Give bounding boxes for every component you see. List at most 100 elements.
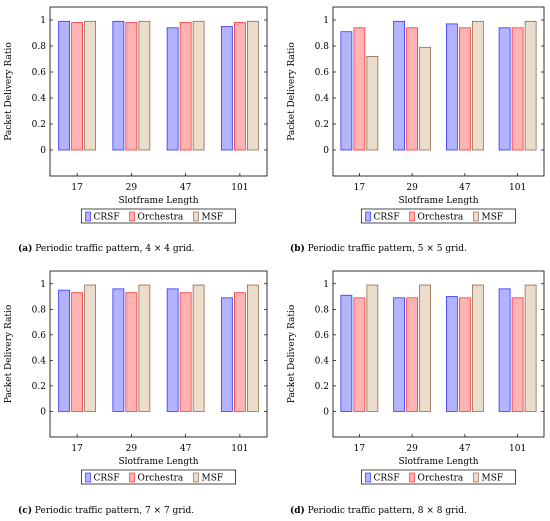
bar-orchestra-17	[71, 22, 84, 151]
legend-swatch-crsf	[85, 211, 91, 222]
bar-msf-101	[246, 284, 259, 412]
y-tick-label: 0.8	[32, 305, 47, 315]
x-axis-label: Slotframe Length	[118, 196, 198, 206]
legend-label-crsf: CRSF	[94, 474, 120, 484]
x-tick-label: 29	[126, 444, 138, 454]
caption-text: Periodic traffic pattern, 5 × 5 grid.	[307, 244, 467, 254]
caption-label: (d)	[290, 506, 305, 516]
bar-crsf-47	[445, 296, 458, 412]
bar-msf-29	[419, 284, 432, 412]
caption-text: Periodic traffic pattern, 4 × 4 grid.	[35, 244, 195, 254]
bar-msf-101	[524, 284, 537, 412]
bar-msf-47	[192, 284, 205, 412]
bar-msf-17	[366, 284, 379, 412]
legend-label-crsf: CRSF	[94, 213, 120, 223]
y-tick-label: 0.2	[32, 382, 46, 392]
y-tick-label: 1	[40, 280, 46, 290]
bar-orchestra-29	[125, 22, 138, 151]
x-tick-label: 17	[71, 183, 83, 193]
x-axis-label: Slotframe Length	[398, 196, 478, 206]
legend-label-crsf: CRSF	[374, 474, 400, 484]
caption-text: Periodic traffic pattern, 8 × 8 grid.	[307, 506, 467, 516]
bar-msf-17	[366, 56, 379, 151]
legend-label-orchestra: Orchestra	[418, 474, 464, 484]
y-tick-label: 0.8	[32, 42, 47, 52]
bar-crsf-17	[340, 294, 353, 412]
chart-panel-2: 0 0.2 0.4 0.6 0.8 1 Packet Delivery Ratio 17 29 4…	[4, 270, 268, 485]
bar-crsf-17	[340, 31, 353, 151]
legend-label-msf: MSF	[202, 474, 224, 484]
x-tick-label: 47	[180, 183, 192, 193]
x-tick-label: 101	[509, 444, 526, 454]
plot-frame	[332, 6, 545, 177]
x-tick-label: 17	[354, 183, 366, 193]
legend-swatch-crsf	[365, 472, 371, 483]
legend-label-crsf: CRSF	[374, 213, 400, 223]
x-tick-label: 17	[354, 444, 366, 454]
bar-msf-29	[419, 46, 432, 151]
y-tick-label: 1	[40, 16, 46, 26]
caption: (d) Periodic traffic pattern, 8 × 8 grid…	[290, 506, 467, 516]
bar-orchestra-47	[179, 22, 192, 151]
bar-msf-101	[246, 20, 259, 151]
y-tick-label: 0	[40, 407, 46, 417]
caption-text: Periodic traffic pattern, 7 × 7 grid.	[34, 506, 195, 516]
legend-label-orchestra: Orchestra	[138, 474, 184, 484]
bar-orchestra-29	[406, 27, 419, 151]
plot-frame	[49, 6, 268, 177]
legend-label-msf: MSF	[202, 213, 224, 223]
y-tick-label: 0.6	[315, 68, 330, 78]
y-tick-label: 1	[323, 280, 329, 290]
x-axis-label: Slotframe Length	[118, 457, 198, 467]
legend-swatch-crsf	[365, 211, 371, 222]
y-tick-label: 0	[323, 407, 329, 417]
bar-orchestra-101	[511, 297, 524, 412]
bar-orchestra-29	[125, 292, 138, 412]
bar-msf-47	[471, 20, 484, 151]
chart-panel-3: 0 0.2 0.4 0.6 0.8 1 Packet Delivery Ratio 17 29 4…	[287, 270, 545, 485]
bar-orchestra-47	[458, 27, 471, 151]
plot-frame	[332, 270, 545, 438]
x-tick-label: 17	[71, 444, 83, 454]
legend-swatch-msf	[193, 211, 199, 222]
bar-msf-101	[524, 20, 537, 151]
bar-orchestra-17	[353, 27, 366, 151]
legend-label-orchestra: Orchestra	[418, 213, 464, 223]
bar-orchestra-17	[71, 292, 84, 412]
y-tick-label: 0	[323, 146, 329, 156]
legend-swatch-crsf	[85, 472, 91, 483]
bar-crsf-47	[166, 288, 179, 412]
bar-orchestra-17	[353, 297, 366, 412]
bar-crsf-29	[112, 20, 125, 151]
y-tick-label: 0.6	[32, 68, 47, 78]
chart-panel-0: 0 0.2 0.4 0.6 0.8 1 Packet Delivery Ratio 17 29 4…	[4, 6, 268, 224]
chart-panel-1: 0 0.2 0.4 0.6 0.8 1 Packet Delivery Ratio 17 29 4…	[287, 6, 545, 224]
bar-orchestra-47	[179, 292, 192, 412]
legend-swatch-orchestra	[129, 211, 135, 222]
bar-orchestra-101	[233, 22, 246, 151]
bar-crsf-17	[58, 20, 71, 151]
y-tick-label: 0.2	[315, 120, 329, 130]
x-tick-label: 101	[231, 444, 248, 454]
y-axis-label: Packet Delivery Ratio	[287, 42, 297, 141]
y-axis-label: Packet Delivery Ratio	[287, 305, 297, 404]
bar-crsf-101	[498, 27, 511, 151]
legend-swatch-orchestra	[409, 472, 415, 483]
x-axis-label: Slotframe Length	[398, 457, 478, 467]
x-tick-label: 101	[231, 183, 248, 193]
caption-label: (b)	[290, 244, 305, 254]
bar-crsf-47	[166, 27, 179, 151]
bar-msf-29	[138, 20, 151, 151]
caption-label: (c)	[18, 506, 32, 516]
x-tick-label: 29	[406, 183, 418, 193]
x-tick-label: 29	[406, 444, 418, 454]
y-tick-label: 0.6	[32, 331, 47, 341]
bar-crsf-101	[220, 26, 233, 151]
bar-orchestra-101	[511, 27, 524, 151]
y-tick-label: 0	[40, 146, 46, 156]
caption: (a) Periodic traffic pattern, 4 × 4 grid…	[18, 244, 194, 254]
y-axis-label: Packet Delivery Ratio	[4, 305, 14, 404]
caption-label: (a)	[18, 244, 33, 254]
